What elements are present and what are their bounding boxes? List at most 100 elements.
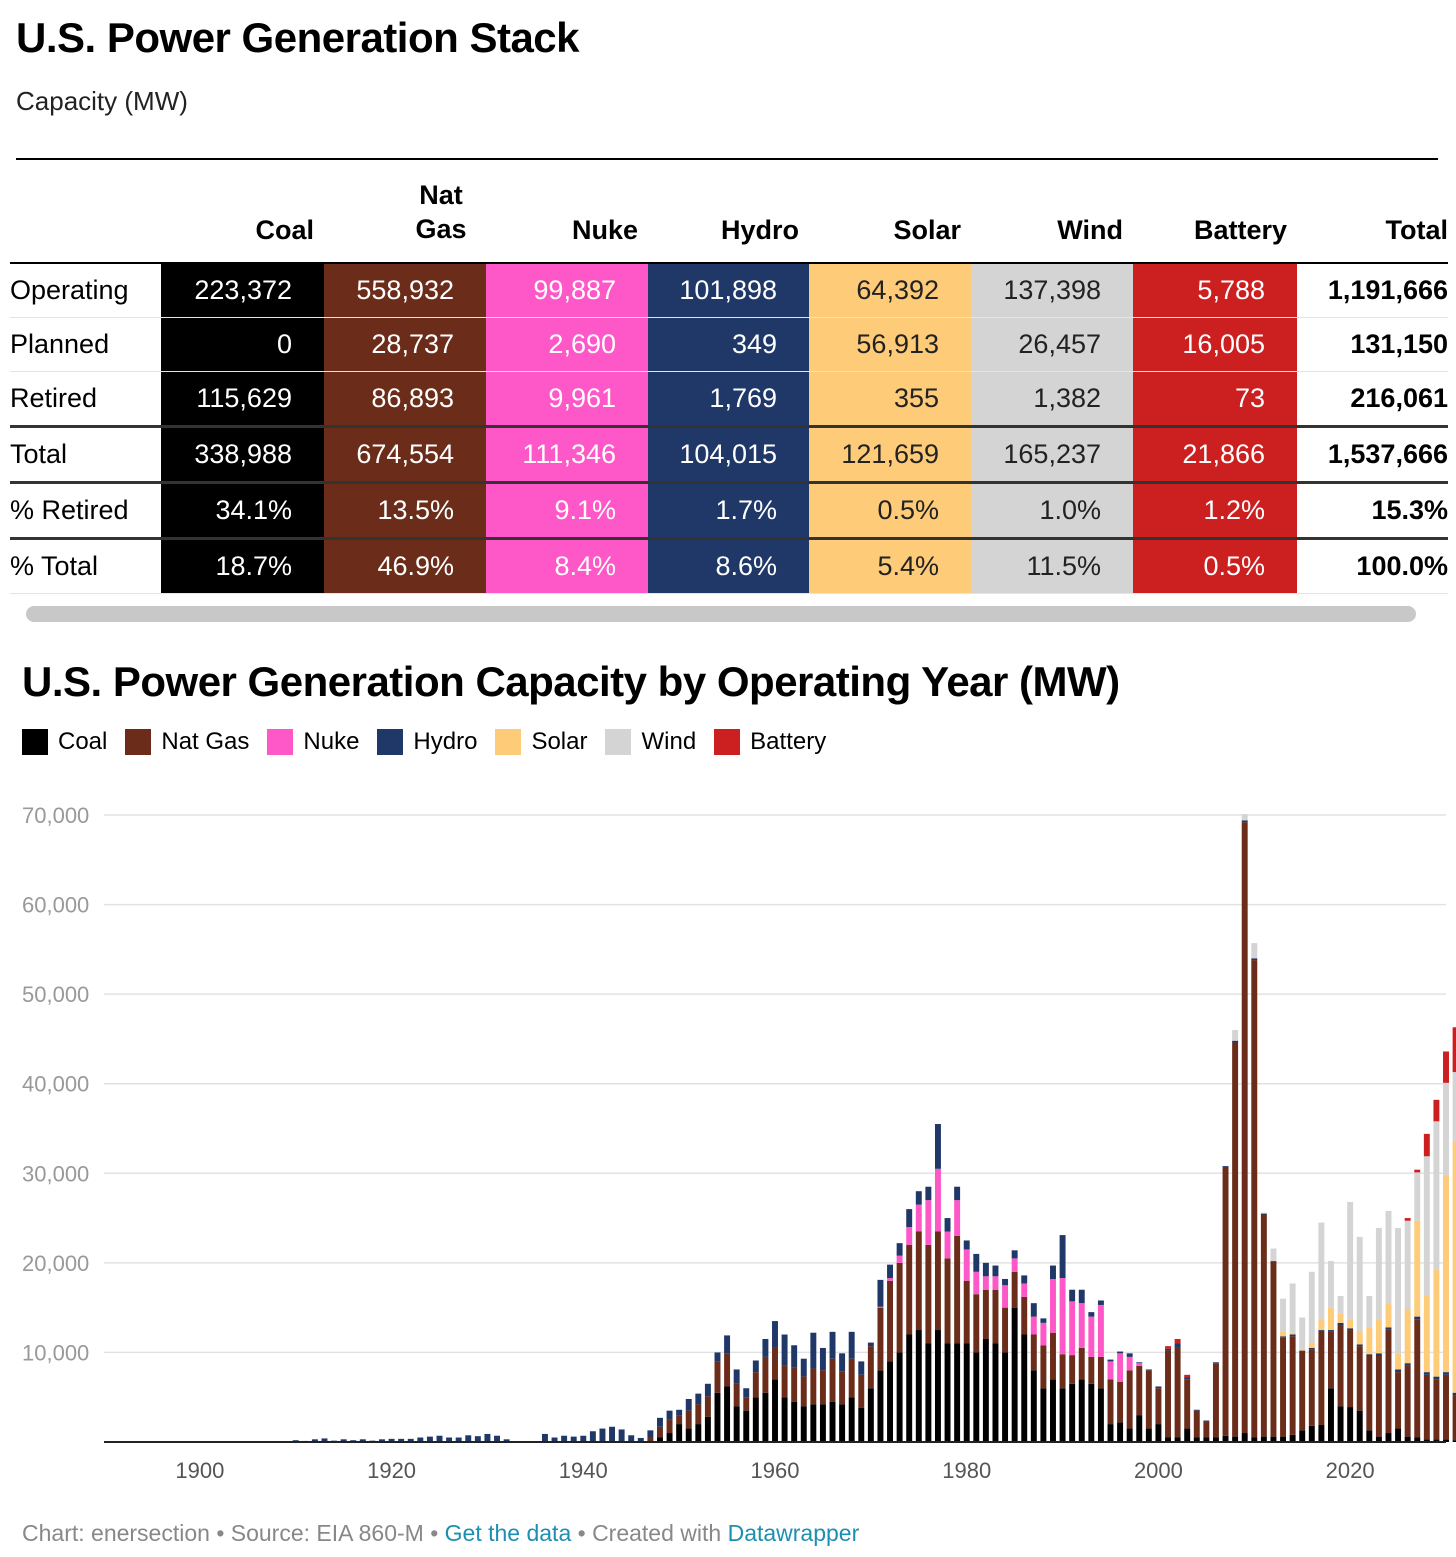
bar-segment xyxy=(1337,1406,1344,1442)
bar-segment xyxy=(1404,1220,1411,1310)
bar-segment xyxy=(1117,1353,1124,1382)
bar-segment xyxy=(1347,1407,1354,1442)
bar-segment xyxy=(1308,1342,1315,1348)
legend-label: Hydro xyxy=(413,728,478,755)
bar-segment xyxy=(887,1280,894,1362)
bar-segment xyxy=(733,1383,740,1407)
horizontal-scrollbar[interactable] xyxy=(26,606,1416,622)
col-header-wind[interactable]: Wind xyxy=(1057,215,1123,245)
bar-segment xyxy=(570,1436,577,1442)
col-header-nuke[interactable]: Nuke xyxy=(571,215,638,245)
bar-segment xyxy=(1232,1040,1239,1043)
bar-segment xyxy=(1184,1377,1191,1380)
bar-segment xyxy=(685,1410,692,1429)
bar-segment xyxy=(1097,1300,1104,1305)
value-cell: 1.0% xyxy=(971,481,1133,539)
col-header-hydro[interactable]: Hydro xyxy=(720,215,799,245)
bar-segment xyxy=(762,1356,769,1393)
col-header-total[interactable]: Total xyxy=(1385,215,1449,245)
bar-segment xyxy=(628,1435,635,1442)
value-cell: 64,392 xyxy=(809,263,971,318)
bar-segment xyxy=(1423,1439,1430,1442)
bar-segment xyxy=(733,1406,740,1442)
bar-segment xyxy=(685,1399,692,1411)
bar-segment xyxy=(1050,1265,1056,1279)
bar-segment xyxy=(311,1439,318,1442)
col-header-coal[interactable]: Coal xyxy=(255,215,314,245)
value-cell: 46.9% xyxy=(324,537,486,594)
bar-segment xyxy=(1423,1295,1430,1373)
bar-segment xyxy=(1174,1437,1181,1442)
bar-segment xyxy=(963,1343,970,1442)
bar-segment xyxy=(1069,1383,1076,1442)
bar-segment xyxy=(1155,1424,1162,1442)
bar-segment xyxy=(1040,1345,1047,1389)
bar-segment xyxy=(1318,1319,1325,1331)
bar-segment xyxy=(925,1343,932,1442)
bar-segment xyxy=(887,1278,894,1281)
bar-segment xyxy=(1021,1334,1028,1442)
bar-segment xyxy=(829,1401,836,1442)
bar-segment xyxy=(724,1353,731,1387)
bar-segment xyxy=(724,1386,731,1442)
bar-segment xyxy=(436,1435,443,1442)
bar-segment xyxy=(819,1404,826,1442)
bar-segment xyxy=(925,1244,932,1344)
bar-segment xyxy=(1395,1428,1402,1442)
total-cell: 1,191,666 xyxy=(1297,263,1448,318)
bar-segment xyxy=(1433,1099,1440,1122)
bar-segment xyxy=(1280,1298,1287,1332)
value-cell: 26,457 xyxy=(971,317,1133,372)
bar-segment xyxy=(810,1404,817,1442)
bar-segment xyxy=(925,1186,932,1201)
bar-segment xyxy=(695,1424,702,1442)
bar-segment xyxy=(1222,1435,1229,1442)
row-label: Planned xyxy=(10,317,161,372)
col-header-solar[interactable]: Solar xyxy=(893,215,961,245)
bar-segment xyxy=(455,1437,462,1442)
value-cell: 5.4% xyxy=(809,537,971,594)
bar-segment xyxy=(992,1276,999,1290)
bar-segment xyxy=(906,1227,913,1245)
bar-segment xyxy=(1174,1343,1181,1348)
row-label: % Retired xyxy=(10,481,161,539)
table-title: U.S. Power Generation Stack xyxy=(16,14,580,61)
bar-segment xyxy=(666,1433,673,1442)
bar-segment xyxy=(1088,1356,1095,1384)
col-header-nat-gas[interactable]: Nat Gas xyxy=(324,172,486,263)
x-tick-label: 1900 xyxy=(175,1458,224,1483)
bar-segment xyxy=(1126,1356,1133,1371)
bar-segment xyxy=(1375,1356,1382,1437)
bar-segment xyxy=(982,1276,989,1290)
value-cell: 121,659 xyxy=(809,425,971,483)
bar-segment xyxy=(714,1361,721,1393)
datawrapper-link[interactable]: Datawrapper xyxy=(727,1520,860,1546)
legend-label: Nat Gas xyxy=(161,728,250,755)
bar-segment xyxy=(704,1396,711,1417)
bar-segment xyxy=(848,1331,855,1359)
bar-segment xyxy=(1136,1362,1143,1364)
bar-segment xyxy=(992,1289,999,1344)
bar-segment xyxy=(407,1438,414,1442)
bar-segment xyxy=(1289,1334,1296,1337)
bar-segment xyxy=(1078,1289,1085,1304)
y-tick-label: 30,000 xyxy=(22,1161,89,1186)
table-row: Retired 115,629 86,893 9,961 1,769 355 1,382 73… xyxy=(10,371,1448,427)
bar-segment xyxy=(1327,1307,1334,1331)
bar-segment xyxy=(1299,1430,1306,1442)
y-tick-label: 10,000 xyxy=(22,1340,89,1365)
bar-segment xyxy=(1385,1329,1392,1434)
get-the-data-link[interactable]: Get the data xyxy=(444,1520,572,1546)
bar-segment xyxy=(1165,1348,1171,1351)
bar-segment xyxy=(1078,1347,1085,1380)
bar-segment xyxy=(877,1370,884,1442)
col-header-battery[interactable]: Battery xyxy=(1193,215,1287,245)
bar-segment xyxy=(1423,1374,1430,1440)
bar-segment xyxy=(1289,1434,1296,1442)
bar-segment xyxy=(1222,1167,1229,1436)
bar-segment xyxy=(446,1437,453,1442)
value-cell: 101,898 xyxy=(648,263,809,318)
bar-segment xyxy=(1011,1250,1018,1259)
bar-segment xyxy=(474,1436,481,1442)
legend-item: Nat Gas xyxy=(125,728,249,756)
